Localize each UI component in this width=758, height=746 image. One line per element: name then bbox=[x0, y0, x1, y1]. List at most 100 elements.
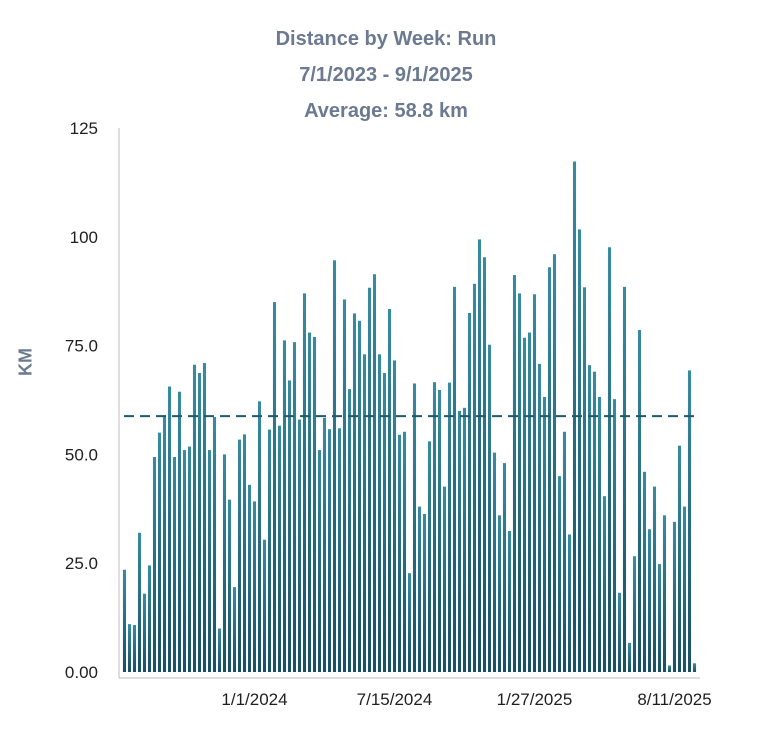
y-tick-label: 50.0 bbox=[65, 445, 98, 464]
chart-subtitle: 7/1/2023 - 9/1/2025 bbox=[299, 64, 473, 86]
bar bbox=[257, 401, 262, 672]
bar bbox=[492, 452, 497, 672]
bar bbox=[482, 257, 487, 672]
bar bbox=[612, 399, 617, 672]
bar bbox=[332, 260, 337, 672]
bar bbox=[267, 429, 272, 672]
bar bbox=[242, 434, 247, 672]
bar bbox=[557, 476, 562, 672]
y-tick-label: 0.00 bbox=[65, 663, 98, 682]
bar bbox=[357, 320, 362, 672]
bar bbox=[207, 450, 212, 672]
bar bbox=[432, 382, 437, 672]
bar bbox=[262, 539, 267, 672]
bar bbox=[127, 624, 132, 672]
bar bbox=[222, 454, 227, 672]
bar bbox=[377, 354, 382, 672]
bar bbox=[642, 471, 647, 672]
bar bbox=[292, 342, 297, 672]
bar bbox=[587, 365, 592, 672]
bar bbox=[137, 532, 142, 672]
bar bbox=[532, 294, 537, 672]
bar bbox=[672, 521, 677, 672]
bar bbox=[307, 332, 312, 672]
bar bbox=[237, 439, 242, 672]
bar bbox=[152, 457, 157, 672]
bar bbox=[402, 431, 407, 672]
bar bbox=[197, 373, 202, 672]
bar bbox=[372, 274, 377, 672]
bar bbox=[352, 313, 357, 672]
bar bbox=[692, 663, 697, 672]
bar bbox=[512, 275, 517, 672]
bar bbox=[232, 587, 237, 672]
bar bbox=[157, 432, 162, 672]
bar bbox=[412, 383, 417, 672]
bar bbox=[327, 429, 332, 672]
bar bbox=[177, 391, 182, 672]
bar bbox=[527, 332, 532, 672]
bar bbox=[302, 293, 307, 672]
chart-average-label: Average: 58.8 km bbox=[304, 100, 468, 122]
bar bbox=[517, 293, 522, 672]
bar bbox=[192, 364, 197, 672]
bar bbox=[162, 415, 167, 672]
bar bbox=[497, 515, 502, 672]
bar bbox=[122, 569, 127, 672]
bar bbox=[167, 386, 172, 672]
bar bbox=[317, 450, 322, 672]
bar bbox=[457, 410, 462, 672]
bar bbox=[172, 457, 177, 672]
bar bbox=[592, 371, 597, 672]
bar bbox=[312, 336, 317, 672]
bar bbox=[442, 486, 447, 672]
bar bbox=[607, 247, 612, 673]
bar bbox=[322, 417, 327, 672]
bar bbox=[387, 309, 392, 672]
bar bbox=[337, 428, 342, 672]
bar bbox=[657, 564, 662, 672]
y-tick-label: 25.0 bbox=[65, 554, 98, 573]
bar bbox=[537, 363, 542, 672]
bar bbox=[687, 370, 692, 672]
bar bbox=[202, 363, 207, 672]
bar bbox=[367, 287, 372, 672]
bar bbox=[147, 565, 152, 672]
bar bbox=[382, 373, 387, 672]
bar bbox=[362, 354, 367, 672]
bar bbox=[447, 382, 452, 672]
bar bbox=[397, 434, 402, 672]
bar bbox=[567, 534, 572, 672]
bar bbox=[677, 445, 682, 672]
bar bbox=[212, 416, 217, 672]
bar bbox=[602, 496, 607, 672]
bar bbox=[342, 299, 347, 672]
bar bbox=[582, 287, 587, 672]
bar bbox=[627, 642, 632, 672]
bar bbox=[522, 337, 527, 672]
bar bbox=[632, 556, 637, 672]
bar bbox=[552, 254, 557, 672]
x-tick-label: 1/1/2024 bbox=[221, 690, 287, 709]
chart-title: Distance by Week: Run bbox=[275, 28, 497, 50]
bar bbox=[647, 529, 652, 672]
bar bbox=[562, 431, 567, 672]
bar bbox=[662, 515, 667, 672]
bar bbox=[682, 506, 687, 672]
bar bbox=[417, 506, 422, 672]
bar bbox=[622, 286, 627, 672]
bar bbox=[637, 329, 642, 672]
bar bbox=[407, 573, 412, 672]
bar bbox=[422, 514, 427, 672]
bar bbox=[577, 229, 582, 672]
bar bbox=[247, 484, 252, 672]
bar bbox=[502, 463, 507, 672]
bar bbox=[547, 267, 552, 672]
bar bbox=[652, 486, 657, 672]
bar bbox=[297, 419, 302, 672]
bar bbox=[477, 239, 482, 672]
y-tick-label: 75.0 bbox=[65, 337, 98, 356]
bar bbox=[597, 396, 602, 672]
y-tick-label: 100 bbox=[70, 228, 98, 247]
